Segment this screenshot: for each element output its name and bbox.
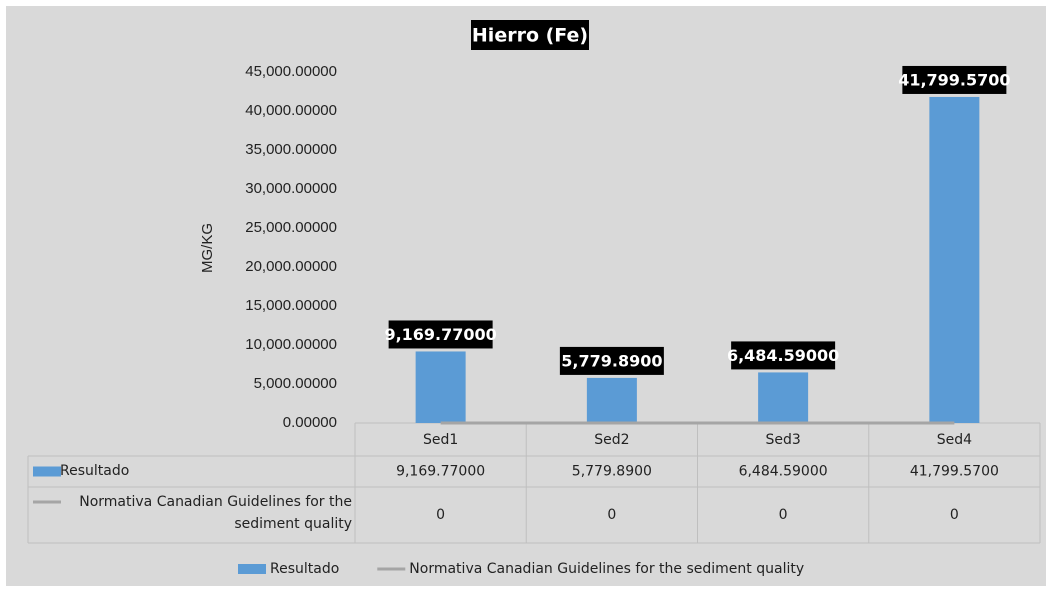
bar xyxy=(415,351,466,423)
y-axis-label: MG/KG xyxy=(199,223,216,273)
legend-key xyxy=(33,466,61,477)
table-cell: 9,169.77000 xyxy=(396,464,485,480)
y-tick-label: 40,000.00000 xyxy=(245,102,337,119)
y-tick-label: 35,000.00000 xyxy=(245,141,337,158)
table-cell: 0 xyxy=(779,507,788,523)
table-cell: 0 xyxy=(436,507,445,523)
data-label-box xyxy=(559,346,664,375)
legend-label: Resultado xyxy=(270,561,339,577)
table-cell: 0 xyxy=(950,507,959,523)
table-row-label-box: Resultado xyxy=(60,463,130,479)
data-label-box xyxy=(388,320,493,349)
table-cell: 0 xyxy=(607,507,616,523)
data-label-box xyxy=(731,341,836,370)
bar xyxy=(586,377,637,423)
chart-title: Hierro (Fe) xyxy=(472,25,588,47)
data-label: 5,779.8900 xyxy=(561,351,662,370)
table-row-label: Resultado xyxy=(60,463,130,479)
bar xyxy=(758,372,809,423)
data-label: 41,799.5700 xyxy=(898,70,1010,89)
y-tick-label: 15,000.00000 xyxy=(245,297,337,314)
table-cell: 6,484.59000 xyxy=(739,464,828,480)
y-tick-label: 25,000.00000 xyxy=(245,219,337,236)
x-tick-label: Sed2 xyxy=(594,432,629,448)
x-tick-label: Sed3 xyxy=(765,432,800,448)
y-tick-label: 30,000.00000 xyxy=(245,180,337,197)
y-tick-label: 5,000.00000 xyxy=(254,375,337,392)
table-row-label: Normativa Canadian Guidelines for the se… xyxy=(79,494,352,532)
bar xyxy=(929,96,980,424)
x-tick-label: Sed1 xyxy=(423,432,458,448)
data-label-box xyxy=(902,65,1007,94)
legend-label: Normativa Canadian Guidelines for the se… xyxy=(409,561,804,577)
y-tick-label: 45,000.00000 xyxy=(245,63,337,80)
legend-key xyxy=(238,564,266,574)
table-cell: 41,799.5700 xyxy=(910,464,999,480)
x-tick-label: Sed4 xyxy=(937,432,972,448)
title-box xyxy=(471,20,589,50)
data-label: 6,484.59000 xyxy=(727,346,839,365)
table-cell: 5,779.8900 xyxy=(572,464,652,480)
y-tick-label: 20,000.00000 xyxy=(245,258,337,275)
y-tick-label: 0.00000 xyxy=(283,414,337,431)
table-row-label-box: Normativa Canadian Guidelines for the se… xyxy=(79,494,352,532)
data-label: 9,169.77000 xyxy=(384,325,496,344)
y-tick-label: 10,000.00000 xyxy=(245,336,337,353)
